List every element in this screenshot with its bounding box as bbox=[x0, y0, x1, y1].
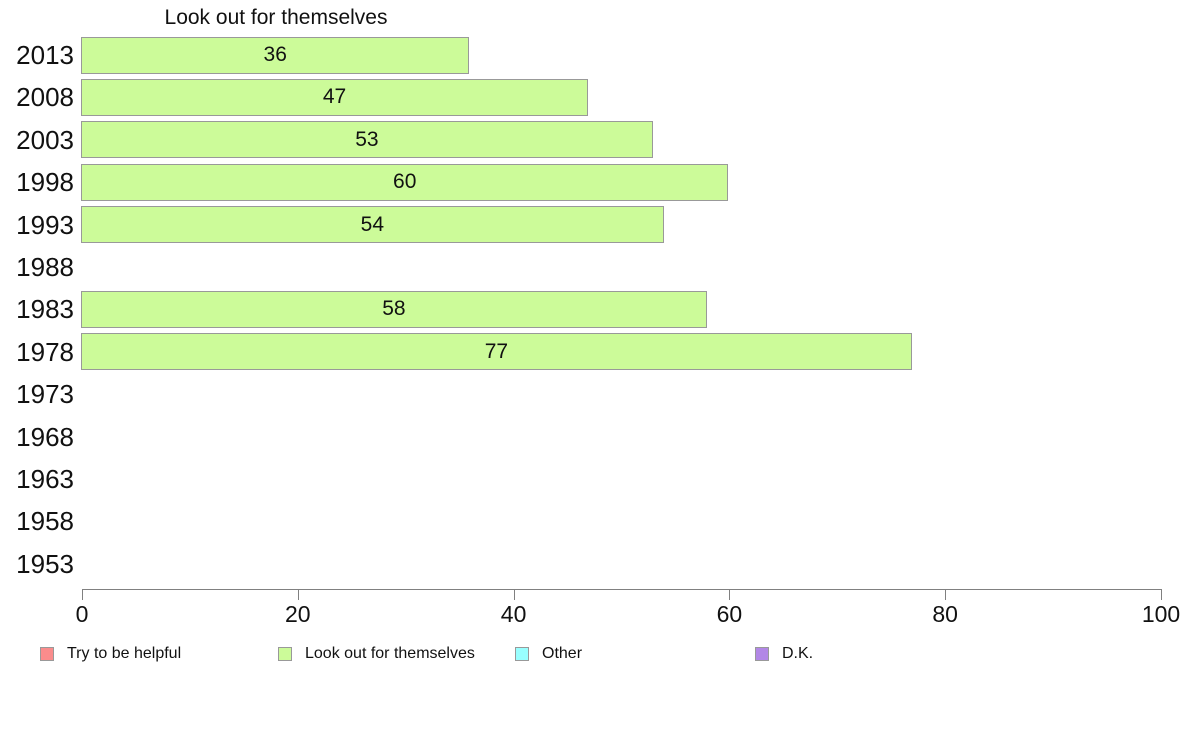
legend-swatch-icon bbox=[40, 647, 54, 661]
bar-2013: 36 bbox=[81, 36, 470, 74]
year-label-2008: 2008 bbox=[16, 82, 74, 113]
chart-row-2003: 2003 53 bbox=[0, 119, 1188, 161]
year-label-1968: 1968 bbox=[16, 421, 74, 452]
year-label-1998: 1998 bbox=[16, 167, 74, 198]
legend-label: Look out for themselves bbox=[305, 645, 475, 662]
year-label-1958: 1958 bbox=[16, 506, 74, 537]
x-tick-mark-40 bbox=[513, 589, 515, 600]
x-tick-mark-100 bbox=[1161, 589, 1162, 600]
year-label-1978: 1978 bbox=[16, 336, 74, 367]
x-tick-label-40: 40 bbox=[500, 601, 527, 627]
x-tick-label-20: 20 bbox=[285, 601, 311, 627]
chart-row-1958: 1958 bbox=[0, 500, 1188, 542]
year-label-2003: 2003 bbox=[16, 124, 74, 155]
plot-area: 2013 36 2008 47 2003 53 1998 60 1993 54 1988 1983 58… bbox=[0, 34, 1188, 585]
x-tick-label-60: 60 bbox=[716, 601, 743, 627]
bar-1993: 54 bbox=[81, 206, 664, 244]
chart-row-2013: 2013 36 bbox=[0, 34, 1188, 76]
year-label-1973: 1973 bbox=[16, 379, 74, 410]
bar-value-label-1998: 60 bbox=[393, 170, 417, 194]
chart-row-1953: 1953 bbox=[0, 543, 1188, 585]
legend-item-3: Other bbox=[515, 644, 582, 664]
legend-label: Other bbox=[542, 645, 583, 662]
chart-row-1973: 1973 bbox=[0, 373, 1188, 415]
chart-row-2008: 2008 47 bbox=[0, 76, 1188, 118]
bar-1998: 60 bbox=[81, 163, 729, 201]
bar-2008: 47 bbox=[81, 78, 589, 116]
x-tick-mark-80 bbox=[945, 589, 947, 600]
legend-item-1: Try to be helpful bbox=[40, 644, 181, 664]
chart-row-1983: 1983 58 bbox=[0, 288, 1188, 330]
legend-label: Try to be helpful bbox=[67, 645, 182, 662]
chart-row-1988: 1988 bbox=[0, 246, 1188, 288]
bar-value-label-1993: 54 bbox=[360, 212, 384, 236]
bar-value-label-2003: 53 bbox=[355, 127, 379, 151]
legend-item-4: D.K. bbox=[755, 644, 813, 664]
bar-1978: 77 bbox=[81, 333, 912, 371]
bar-value-label-1978: 77 bbox=[484, 339, 509, 363]
legend-swatch-icon bbox=[515, 647, 529, 661]
legend-swatch-icon bbox=[278, 647, 292, 661]
x-tick-mark-60 bbox=[729, 589, 731, 600]
year-label-1963: 1963 bbox=[16, 463, 74, 494]
chart-row-1968: 1968 bbox=[0, 416, 1188, 458]
chart-row-1963: 1963 bbox=[0, 458, 1188, 500]
x-tick-label-80: 80 bbox=[932, 601, 958, 627]
chart-row-1993: 1993 54 bbox=[0, 204, 1188, 246]
bar-1983: 58 bbox=[81, 290, 707, 328]
chart-title: Look out for themselves bbox=[164, 6, 388, 29]
year-label-2013: 2013 bbox=[16, 40, 74, 70]
bar-value-label-2008: 47 bbox=[322, 85, 347, 109]
year-label-1988: 1988 bbox=[16, 251, 74, 282]
chart-row-1998: 1998 60 bbox=[0, 161, 1188, 203]
x-tick-label-0: 0 bbox=[75, 601, 89, 627]
bar-2003: 53 bbox=[81, 121, 653, 159]
year-label-1983: 1983 bbox=[16, 294, 74, 325]
x-tick-mark-0 bbox=[82, 589, 83, 600]
year-label-1993: 1993 bbox=[16, 209, 74, 240]
bar-value-label-1983: 58 bbox=[382, 297, 406, 321]
chart-row-1978: 1978 77 bbox=[0, 331, 1188, 373]
legend-item-2: Look out for themselves bbox=[278, 644, 475, 664]
legend-label: D.K. bbox=[782, 645, 814, 662]
bar-value-label-2013: 36 bbox=[263, 43, 287, 66]
legend-swatch-icon bbox=[755, 647, 769, 661]
x-tick-label-100: 100 bbox=[1141, 601, 1181, 627]
x-tick-mark-20 bbox=[297, 589, 299, 600]
x-axis-line bbox=[82, 589, 1161, 590]
year-label-1953: 1953 bbox=[16, 548, 74, 579]
